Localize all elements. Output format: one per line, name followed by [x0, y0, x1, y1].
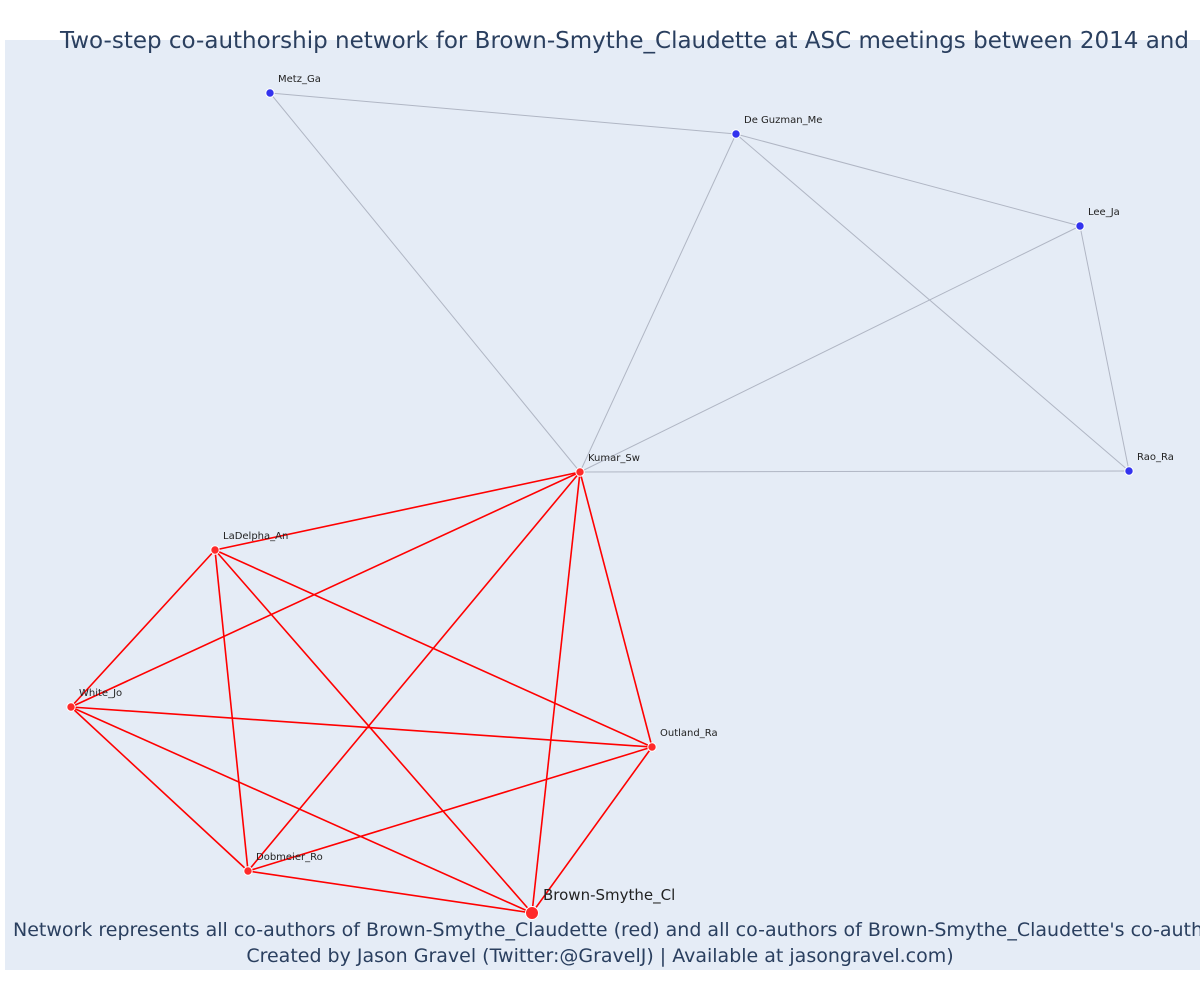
node-brown[interactable] [525, 906, 539, 920]
edge-ladelpha-white [70, 549, 216, 708]
node-label-rao: Rao_Ra [1137, 452, 1174, 463]
node-outland[interactable] [647, 742, 657, 752]
edge-kumar-ladelpha [214, 471, 581, 551]
node-metz[interactable] [265, 88, 275, 98]
node-label-white: White_Jo [79, 688, 122, 699]
edge-metz-kumar [269, 92, 581, 473]
edge-kumar-white [70, 471, 581, 708]
edge-white-outland [70, 706, 653, 748]
node-kumar[interactable] [575, 467, 585, 477]
edges-layer [70, 92, 1130, 914]
edge-ladelpha-brown [214, 549, 533, 914]
edge-outland-brown [531, 746, 653, 914]
edge-deguzman-lee [735, 133, 1081, 227]
caption-line-1: Network represents all co-authors of Bro… [13, 919, 1200, 941]
edge-outland-dobmeier [247, 746, 653, 872]
edge-kumar-rao [579, 470, 1130, 473]
chart-title: Two-step co-authorship network for Brown… [60, 28, 1189, 54]
node-deguzman[interactable] [731, 129, 741, 139]
node-lee[interactable] [1075, 221, 1085, 231]
node-rao[interactable] [1124, 466, 1134, 476]
node-label-metz: Metz_Ga [278, 74, 321, 85]
edge-lee-kumar [579, 225, 1081, 473]
edge-deguzman-kumar [579, 133, 737, 473]
edge-kumar-outland [579, 471, 653, 748]
edge-kumar-dobmeier [247, 471, 581, 872]
caption-line-2: Created by Jason Gravel (Twitter:@Gravel… [246, 945, 954, 967]
node-label-kumar: Kumar_Sw [588, 453, 640, 464]
edge-ladelpha-outland [214, 549, 653, 748]
edge-metz-deguzman [269, 92, 737, 135]
node-label-lee: Lee_Ja [1088, 207, 1120, 218]
edge-dobmeier-brown [247, 870, 533, 914]
node-dobmeier[interactable] [243, 866, 253, 876]
node-label-outland: Outland_Ra [660, 728, 718, 739]
node-ladelpha[interactable] [210, 545, 220, 555]
node-label-dobmeier: Dobmeier_Ro [256, 852, 323, 863]
node-label-ladelpha: LaDelpha_An [223, 531, 288, 542]
nodes-layer [66, 88, 1134, 920]
edge-white-brown [70, 706, 533, 914]
edge-deguzman-rao [735, 133, 1130, 472]
node-label-deguzman: De Guzman_Me [744, 115, 822, 126]
labels-layer: Metz_Ga De Guzman_Me Lee_Ja Rao_Ra Kumar_Sw L… [79, 74, 1174, 905]
edge-lee-rao [1079, 225, 1130, 472]
node-label-brown: Brown-Smythe_Cl [543, 886, 675, 905]
edge-ladelpha-dobmeier [214, 549, 249, 872]
edge-kumar-brown [531, 471, 581, 914]
edge-white-dobmeier [70, 706, 249, 872]
node-white[interactable] [66, 702, 76, 712]
